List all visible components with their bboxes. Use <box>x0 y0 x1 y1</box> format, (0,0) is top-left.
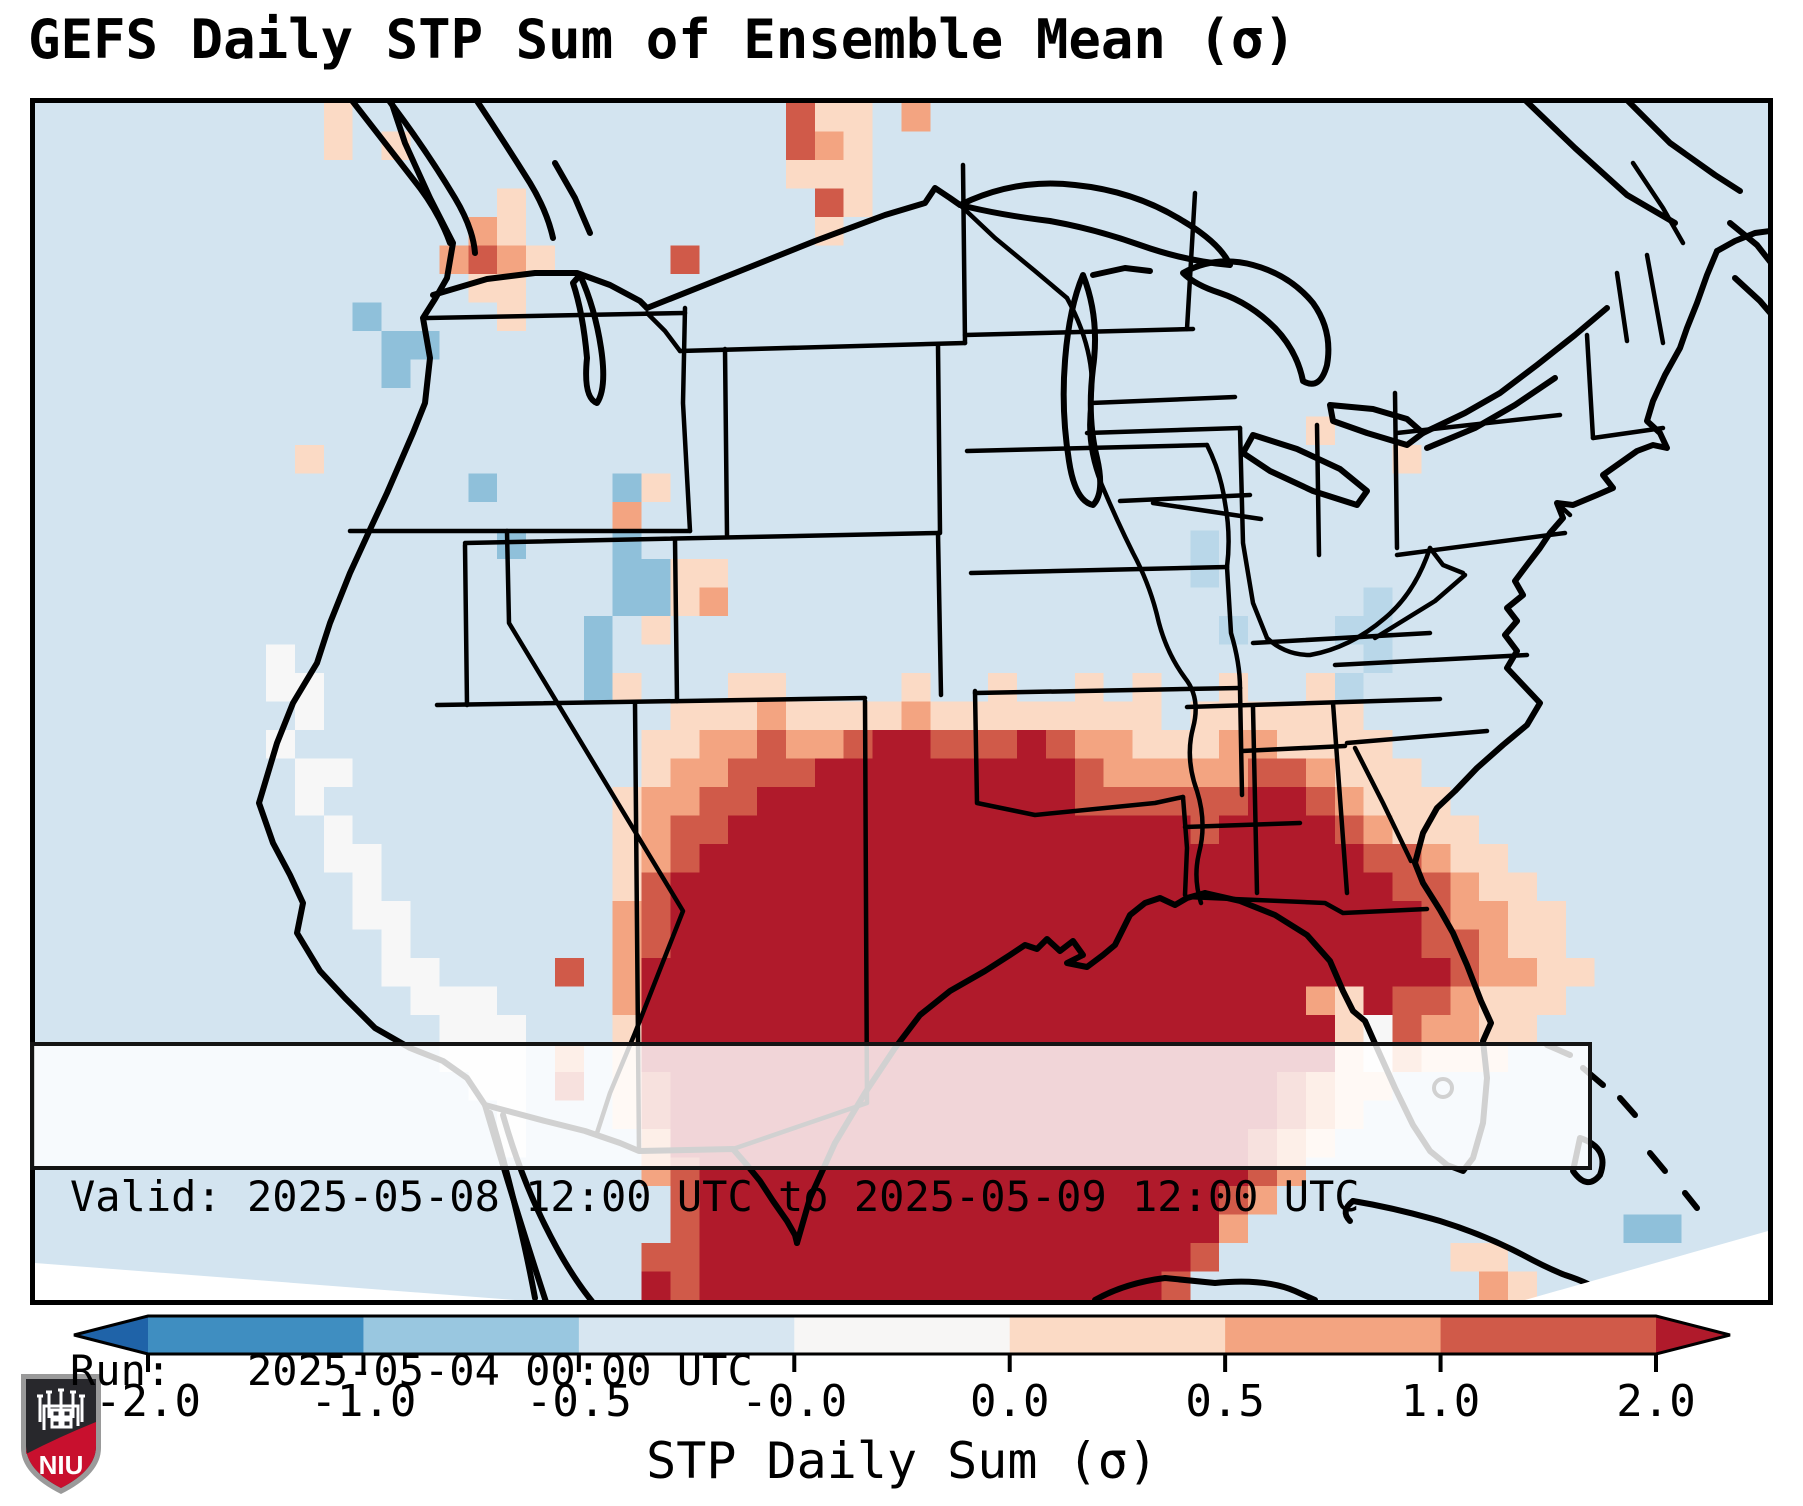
colorbar-tick-label: 2.0 <box>1616 1376 1696 1427</box>
logo-red-band <box>26 1422 96 1488</box>
colorbar-tick-label: -0.5 <box>525 1376 632 1427</box>
colorbar-segment <box>363 1316 580 1354</box>
colorbar-tick-label: -0.0 <box>741 1376 848 1427</box>
niu-logo: NIU <box>21 1374 101 1494</box>
page-title: GEFS Daily STP Sum of Ensemble Mean (σ) <box>28 8 1296 71</box>
colorbar <box>73 1314 1731 1372</box>
logo-text: NIU <box>39 1450 84 1480</box>
colorbar-tick-label: 0.0 <box>969 1376 1050 1427</box>
colorbar-tick-label: 1.0 <box>1400 1376 1481 1427</box>
colorbar-tick-label: -1.0 <box>310 1376 417 1427</box>
colorbar-segment <box>1225 1316 1442 1354</box>
logo-castle-icon <box>37 1388 85 1430</box>
colorbar-left-arrow <box>74 1316 148 1354</box>
colorbar-tick-label: 0.5 <box>1185 1376 1265 1427</box>
colorbar-segment <box>1009 1316 1226 1354</box>
colorbar-segment <box>148 1316 365 1354</box>
colorbar-segment <box>578 1316 795 1354</box>
projection-corner-wedges <box>35 1231 1768 1300</box>
colorbar-segment <box>1440 1316 1657 1354</box>
colorbar-tick-label: -2.0 <box>95 1376 201 1427</box>
colorbar-axis-label: STP Daily Sum (σ) <box>646 1432 1158 1490</box>
colorbar-right-arrow <box>1656 1316 1730 1354</box>
forecast-info-box: Valid: 2025-05-08 12:00 UTC to 2025-05-0… <box>30 1042 1592 1395</box>
valid-time-text: Valid: 2025-05-08 12:00 UTC to 2025-05-0… <box>70 1172 1360 1221</box>
colorbar-segment <box>794 1316 1011 1354</box>
run-time-text: Run: 2025-05-04 00:00 UTC <box>70 1346 753 1395</box>
